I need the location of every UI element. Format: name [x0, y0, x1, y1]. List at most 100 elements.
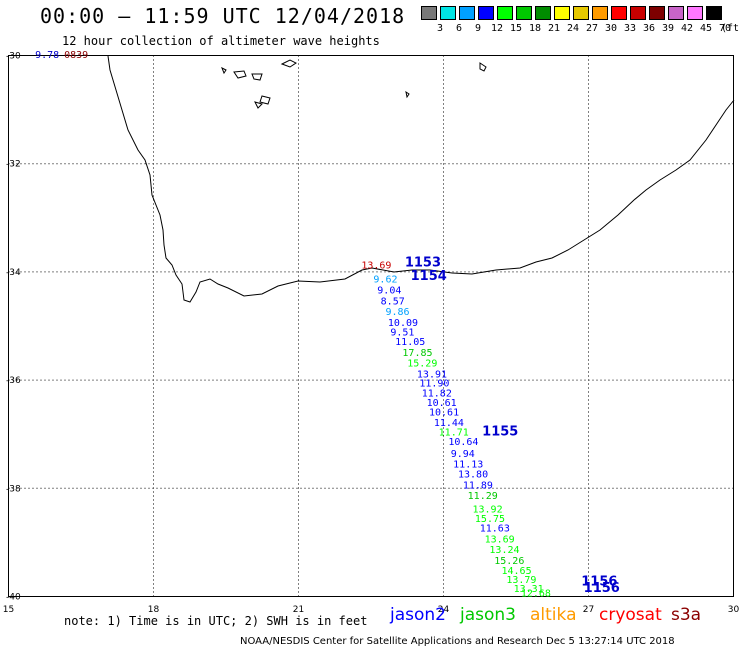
wave-height-value: 13.69	[485, 534, 515, 545]
island-3	[251, 73, 263, 81]
wave-height-value: 14.65	[502, 566, 532, 577]
colorbar-label: 24	[566, 23, 580, 34]
colorbar-label: 21	[547, 23, 561, 34]
graticule	[8, 55, 734, 597]
lon-tick-label: 18	[148, 605, 160, 615]
pass-time: 1155	[482, 424, 518, 439]
colorbar-swatch	[440, 6, 456, 20]
colorbar-label: 39	[661, 23, 675, 34]
colorbar-label: 36	[642, 23, 656, 34]
wave-height-value: 12.68	[521, 589, 551, 600]
wave-height-value: 11.90	[419, 379, 449, 390]
island-6	[280, 59, 297, 68]
wave-height-value: 11.89	[463, 480, 493, 491]
colorbar-label: 33	[623, 23, 637, 34]
colorbar-label: 12	[490, 23, 504, 34]
colorbar-label: 9	[474, 23, 482, 34]
lon-tick-label: 27	[583, 605, 594, 615]
pass-time: 1154	[411, 269, 447, 284]
wave-height-observations: 13.69 9.629.048.579.8610.099.5111.0517.85…	[361, 261, 551, 600]
colorbar-swatch	[687, 6, 703, 20]
colorbar-swatch	[497, 6, 513, 20]
lat-tick-label: -36	[6, 376, 21, 386]
island-8	[405, 90, 410, 99]
lat-tick-label: -40	[6, 593, 21, 603]
wave-height-value: 13.24	[489, 545, 519, 556]
satellite-legend-jason3: jason3	[460, 605, 516, 625]
axis-ticks: 15 18 21 24 27 30 -30 -32 -34 -36 -38 -40	[3, 52, 740, 616]
colorbar-swatch	[611, 6, 627, 20]
colorbar-swatch	[421, 6, 437, 20]
map-frame	[8, 55, 734, 597]
satellite-legend-jason2: jason2	[390, 605, 446, 625]
corner-values: 9.78 0839	[35, 50, 88, 61]
wave-height-value: 9.62	[373, 275, 397, 286]
island-2	[233, 70, 247, 79]
lon-tick-label: 15	[3, 605, 14, 615]
wave-height-value: 13.92	[473, 505, 503, 516]
colorbar-unit-label: (ft)	[721, 23, 740, 34]
lon-tick-label: 24	[438, 605, 450, 615]
wave-height-value: 15.26	[494, 556, 524, 567]
credit-footer: NOAA/NESDIS Center for Satellite Applica…	[240, 636, 675, 647]
south-africa-coastline	[107, 55, 735, 303]
corner-value: 0839	[64, 50, 88, 61]
satellite-legend-s3a: s3a	[671, 605, 702, 625]
island-7	[479, 62, 487, 72]
colorbar-label: 15	[509, 23, 523, 34]
colorbar-swatch	[649, 6, 665, 20]
wave-height-value: 11.13	[453, 460, 483, 471]
wave-height-value: 9.51	[390, 328, 414, 339]
wave-height-value: 11.82	[422, 388, 452, 399]
colorbar-swatch	[459, 6, 475, 20]
pass-time: 1156	[584, 581, 620, 596]
wave-height-value: 15.29	[407, 359, 437, 370]
lat-tick-label: -38	[6, 484, 21, 494]
map-subtitle: 12 hour collection of altimeter wave hei…	[62, 34, 380, 48]
colorbar-label: 30	[604, 23, 618, 34]
pass-time: 1153	[405, 255, 441, 270]
wave-height-value: 9.94	[451, 449, 475, 460]
wave-height-value: 11.05	[395, 337, 425, 348]
colorbar-swatch	[554, 6, 570, 20]
island-4	[259, 95, 271, 105]
lon-tick-label: 30	[728, 605, 740, 615]
map-title: 00:00 – 11:59 UTC 12/04/2018	[40, 4, 406, 28]
wave-height-value: 11.29	[468, 491, 498, 502]
wave-height-value: 10.64	[448, 437, 478, 448]
colorbar-swatch	[516, 6, 532, 20]
wave-height-value: 13.80	[458, 469, 488, 480]
colorbar-swatch	[478, 6, 494, 20]
wave-height-value: 11.63	[480, 524, 510, 535]
colorbar-label: 45	[699, 23, 713, 34]
wave-height-value: 10.09	[388, 318, 418, 329]
lat-tick-label: -34	[6, 268, 21, 278]
colorbar-label: 6	[455, 23, 463, 34]
lat-tick-label: -30	[6, 52, 21, 62]
wave-height-value: 10.61	[429, 407, 459, 418]
wave-height-value: 11.44	[434, 418, 464, 429]
colorbar-swatch	[573, 6, 589, 20]
wave-height-value: 17.85	[402, 348, 432, 359]
colorbar-swatch	[592, 6, 608, 20]
colorbar-label: 70	[718, 23, 732, 34]
colorbar-swatch	[630, 6, 646, 20]
wave-height-value: 13.79	[506, 575, 536, 586]
map-note: note: 1) Time is in UTC; 2) SWH is in fe…	[64, 614, 368, 628]
satellite-legend-cryosat: cryosat	[599, 605, 662, 625]
wave-height-value: 13.69	[361, 261, 391, 272]
colorbar-swatch	[668, 6, 684, 20]
lon-tick-label: 21	[293, 605, 304, 615]
colorbar-swatch	[535, 6, 551, 20]
wave-height-value: 15.75	[475, 514, 505, 525]
colorbar-label: 42	[680, 23, 694, 34]
lat-tick-label: -32	[6, 160, 21, 170]
corner-value: 9.78	[35, 50, 59, 61]
wave-height-value: 9.04	[377, 286, 401, 297]
satellite-legend-altika: altika	[530, 605, 577, 625]
wave-height-value: 13.31	[514, 584, 544, 595]
colorbar-swatch	[706, 6, 722, 20]
wave-height-value: 9.86	[386, 307, 410, 318]
colorbar-label: 18	[528, 23, 542, 34]
